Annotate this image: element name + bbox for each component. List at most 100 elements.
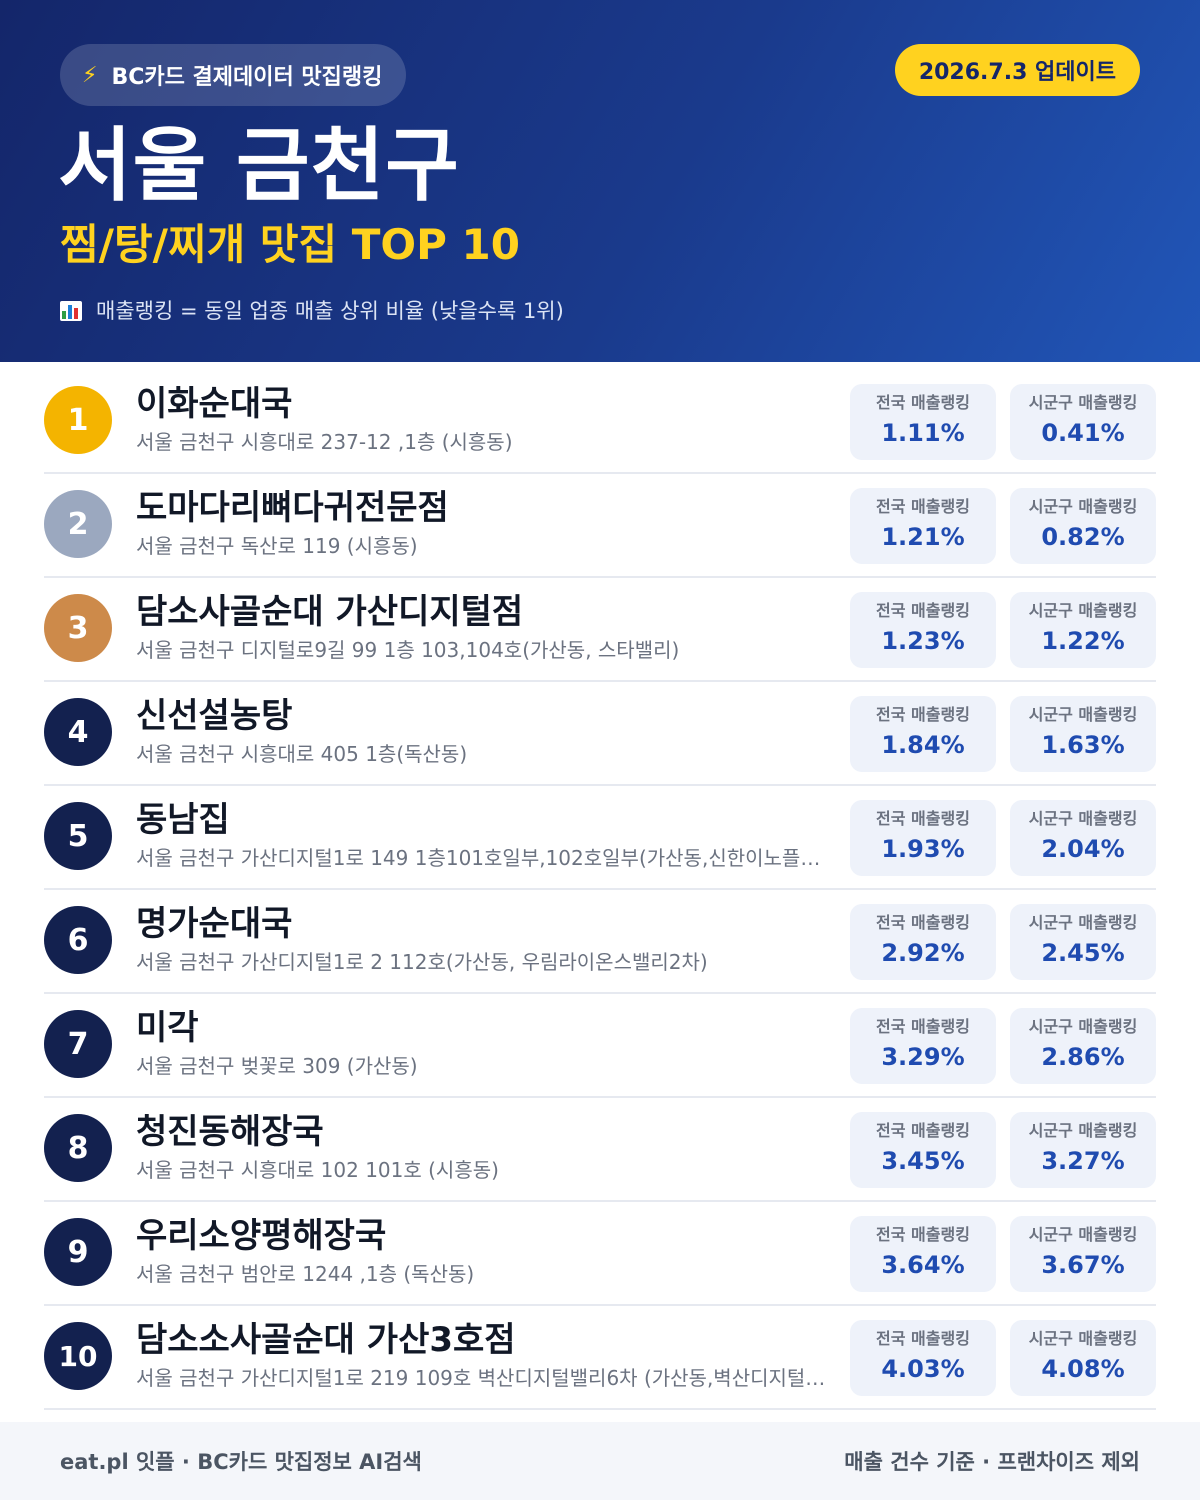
source-pill-label: BC카드 결제데이터 맛집랭킹 xyxy=(111,65,383,90)
restaurant-address: 서울 금천구 가산디지털1로 2 112호(가산동, 우림라이온스밸리2차) xyxy=(136,950,708,974)
local-ranking-value: 0.82% xyxy=(1041,523,1125,551)
restaurant-name[interactable]: 명가순대국 xyxy=(136,904,293,944)
local-ranking-label: 시군구 매출랭킹 xyxy=(1028,1121,1138,1140)
local-ranking-label: 시군구 매출랭킹 xyxy=(1028,1017,1138,1036)
restaurant-address: 서울 금천구 시흥대로 102 101호 (시흥동) xyxy=(136,1158,499,1182)
source-pill: ⚡ BC카드 결제데이터 맛집랭킹 xyxy=(60,44,407,106)
national-ranking-value: 3.64% xyxy=(881,1251,965,1279)
list-item[interactable]: 6 명가순대국 서울 금천구 가산디지털1로 2 112호(가산동, 우림라이온스밸… xyxy=(44,890,1156,994)
list-item[interactable]: 7 미각 서울 금천구 벚꽃로 309 (가산동) 전국 매출랭킹 3.29% 시군구 매… xyxy=(44,994,1156,1098)
restaurant-name[interactable]: 청진동해장국 xyxy=(136,1112,324,1152)
national-ranking-card: 전국 매출랭킹 2.92% xyxy=(850,904,996,980)
rank-badge: 1 xyxy=(44,386,112,454)
local-ranking-value: 2.04% xyxy=(1041,835,1125,863)
local-ranking-card: 시군구 매출랭킹 0.41% xyxy=(1010,384,1156,460)
national-ranking-value: 1.84% xyxy=(881,731,965,759)
local-ranking-card: 시군구 매출랭킹 4.08% xyxy=(1010,1320,1156,1396)
footer-source: eat.pl 잇플 · BC카드 맛집정보 AI검색 xyxy=(60,1450,422,1474)
restaurant-address: 서울 금천구 디지털로9길 99 1층 103,104호(가산동, 스타밸리) xyxy=(136,638,680,662)
national-ranking-card: 전국 매출랭킹 3.45% xyxy=(850,1112,996,1188)
national-ranking-label: 전국 매출랭킹 xyxy=(876,913,970,932)
restaurant-name[interactable]: 신선설농탕 xyxy=(136,696,293,736)
national-ranking-label: 전국 매출랭킹 xyxy=(876,1225,970,1244)
list-item[interactable]: 9 우리소양평해장국 서울 금천구 범안로 1244 ,1층 (독산동) 전국 매출랭… xyxy=(44,1202,1156,1306)
local-ranking-value: 1.22% xyxy=(1041,627,1125,655)
rank-badge: 10 xyxy=(44,1322,112,1390)
national-ranking-card: 전국 매출랭킹 1.93% xyxy=(850,800,996,876)
national-ranking-label: 전국 매출랭킹 xyxy=(876,393,970,412)
national-ranking-value: 4.03% xyxy=(881,1355,965,1383)
restaurant-address: 서울 금천구 독산로 119 (시흥동) xyxy=(136,534,418,558)
restaurant-address: 서울 금천구 시흥대로 405 1층(독산동) xyxy=(136,742,468,766)
local-ranking-label: 시군구 매출랭킹 xyxy=(1028,1329,1138,1348)
footer-note: 매출 건수 기준 · 프랜차이즈 제외 xyxy=(844,1450,1140,1474)
national-ranking-value: 2.92% xyxy=(881,939,965,967)
local-ranking-card: 시군구 매출랭킹 1.22% xyxy=(1010,592,1156,668)
page-subtitle: 찜/탕/찌개 맛집 TOP 10 xyxy=(60,220,520,269)
rank-badge: 3 xyxy=(44,594,112,662)
local-ranking-value: 3.27% xyxy=(1041,1147,1125,1175)
page-title: 서울 금천구 xyxy=(58,119,460,212)
footer: eat.pl 잇플 · BC카드 맛집정보 AI검색 매출 건수 기준 · 프랜… xyxy=(0,1422,1200,1500)
restaurant-address: 서울 금천구 범안로 1244 ,1층 (독산동) xyxy=(136,1262,475,1286)
rank-badge: 8 xyxy=(44,1114,112,1182)
restaurant-name[interactable]: 도마다리뼈다귀전문점 xyxy=(136,488,449,528)
local-ranking-label: 시군구 매출랭킹 xyxy=(1028,913,1138,932)
local-ranking-card: 시군구 매출랭킹 3.67% xyxy=(1010,1216,1156,1292)
national-ranking-label: 전국 매출랭킹 xyxy=(876,497,970,516)
restaurant-address: 서울 금천구 가산디지털1로 149 1층101호일부,102호일부(가산동,신… xyxy=(136,846,826,870)
local-ranking-card: 시군구 매출랭킹 0.82% xyxy=(1010,488,1156,564)
local-ranking-card: 시군구 매출랭킹 3.27% xyxy=(1010,1112,1156,1188)
ranking-legend: 매출랭킹 = 동일 업종 매출 상위 비율 (낮을수록 1위) xyxy=(60,296,564,326)
national-ranking-card: 전국 매출랭킹 1.21% xyxy=(850,488,996,564)
local-ranking-label: 시군구 매출랭킹 xyxy=(1028,1225,1138,1244)
national-ranking-card: 전국 매출랭킹 1.11% xyxy=(850,384,996,460)
bar-chart-icon xyxy=(60,301,82,321)
local-ranking-value: 4.08% xyxy=(1041,1355,1125,1383)
local-ranking-value: 0.41% xyxy=(1041,419,1125,447)
local-ranking-label: 시군구 매출랭킹 xyxy=(1028,809,1138,828)
rank-badge: 5 xyxy=(44,802,112,870)
local-ranking-value: 2.86% xyxy=(1041,1043,1125,1071)
local-ranking-value: 1.63% xyxy=(1041,731,1125,759)
rank-badge: 7 xyxy=(44,1010,112,1078)
national-ranking-card: 전국 매출랭킹 3.64% xyxy=(850,1216,996,1292)
restaurant-name[interactable]: 이화순대국 xyxy=(136,384,293,424)
lightning-icon: ⚡ xyxy=(82,62,98,88)
national-ranking-label: 전국 매출랭킹 xyxy=(876,1121,970,1140)
national-ranking-value: 3.29% xyxy=(881,1043,965,1071)
national-ranking-label: 전국 매출랭킹 xyxy=(876,1329,970,1348)
restaurant-name[interactable]: 미각 xyxy=(136,1008,199,1048)
national-ranking-label: 전국 매출랭킹 xyxy=(876,1017,970,1036)
restaurant-name[interactable]: 동남집 xyxy=(136,800,230,840)
update-badge: 2026.7.3 업데이트 xyxy=(894,44,1140,96)
local-ranking-value: 2.45% xyxy=(1041,939,1125,967)
restaurant-name[interactable]: 담소소사골순대 가산3호점 xyxy=(136,1320,516,1360)
restaurant-name[interactable]: 담소사골순대 가산디지털점 xyxy=(136,592,524,632)
local-ranking-value: 3.67% xyxy=(1041,1251,1125,1279)
restaurant-name[interactable]: 우리소양평해장국 xyxy=(136,1216,387,1256)
legend-text: 매출랭킹 = 동일 업종 매출 상위 비율 (낮을수록 1위) xyxy=(96,299,564,323)
restaurant-address: 서울 금천구 가산디지털1로 219 109호 벽산디지털밸리6차 (가산동,벽… xyxy=(136,1366,826,1390)
list-item[interactable]: 1 이화순대국 서울 금천구 시흥대로 237-12 ,1층 (시흥동) 전국 매출랭… xyxy=(44,370,1156,474)
national-ranking-value: 1.93% xyxy=(881,835,965,863)
local-ranking-card: 시군구 매출랭킹 2.45% xyxy=(1010,904,1156,980)
header-banner: ⚡ BC카드 결제데이터 맛집랭킹 2026.7.3 업데이트 서울 금천구 찜… xyxy=(0,0,1200,362)
local-ranking-card: 시군구 매출랭킹 1.63% xyxy=(1010,696,1156,772)
national-ranking-card: 전국 매출랭킹 1.23% xyxy=(850,592,996,668)
national-ranking-value: 1.21% xyxy=(881,523,965,551)
national-ranking-value: 1.11% xyxy=(881,419,965,447)
local-ranking-label: 시군구 매출랭킹 xyxy=(1028,705,1138,724)
local-ranking-card: 시군구 매출랭킹 2.04% xyxy=(1010,800,1156,876)
rank-badge: 4 xyxy=(44,698,112,766)
national-ranking-label: 전국 매출랭킹 xyxy=(876,705,970,724)
local-ranking-label: 시군구 매출랭킹 xyxy=(1028,601,1138,620)
national-ranking-card: 전국 매출랭킹 1.84% xyxy=(850,696,996,772)
rank-badge: 2 xyxy=(44,490,112,558)
